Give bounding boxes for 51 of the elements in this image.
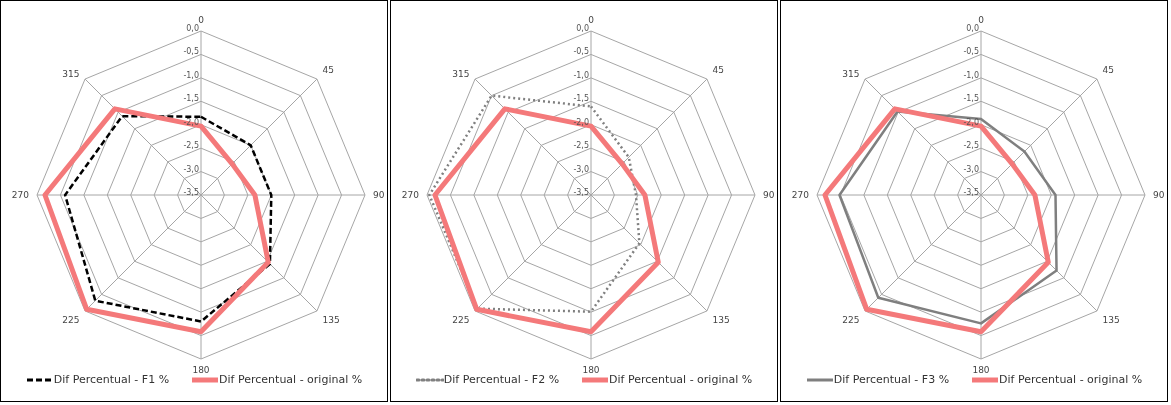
- spoke-label: 45: [322, 65, 335, 76]
- y-tick-label: 0,0: [576, 24, 589, 33]
- y-tick-label: -1,5: [183, 94, 199, 104]
- y-tick-label: -3,0: [963, 164, 979, 174]
- y-tick-label: -2,5: [183, 141, 199, 151]
- spoke-label: 225: [842, 315, 860, 326]
- legend-label: Dif Percentual - F1 %: [52, 373, 170, 386]
- spoke-label: 0: [198, 15, 205, 25]
- spoke-label: 180: [192, 365, 210, 376]
- spoke-label: 180: [972, 365, 990, 376]
- legend-label: Dif Percentual - original %: [219, 373, 363, 386]
- y-tick-label: -3,5: [183, 188, 199, 197]
- y-tick-label: 0,0: [966, 24, 979, 33]
- spoke-label: 90: [1153, 190, 1165, 201]
- legend-label: Dif Percentual - original %: [609, 373, 753, 386]
- y-tick-label: -1,0: [183, 70, 199, 80]
- y-tick-label: -1,5: [573, 94, 589, 104]
- y-tick-label: -2,5: [573, 141, 589, 151]
- y-tick-label: -2,5: [963, 141, 979, 151]
- spoke-label: 270: [401, 190, 420, 201]
- y-tick-label: -0,5: [573, 47, 589, 57]
- spoke-label: 90: [763, 190, 775, 201]
- legend-label: Dif Percentual - original %: [999, 373, 1143, 386]
- y-tick-label: -1,0: [573, 70, 589, 80]
- spoke-label: 135: [712, 315, 730, 326]
- y-tick-label: -0,5: [183, 47, 199, 57]
- y-tick-label: -3,0: [573, 164, 589, 174]
- y-tick-label: -0,5: [963, 47, 979, 57]
- spoke-label: 45: [1102, 65, 1115, 76]
- spoke-label: 135: [1102, 315, 1120, 326]
- spoke-label: 90: [373, 190, 385, 201]
- y-tick-label: -1,0: [963, 70, 979, 80]
- legend-label: Dif Percentual - F3 %: [832, 373, 950, 386]
- spoke-label: 315: [452, 68, 470, 79]
- spoke-label: 270: [11, 190, 30, 201]
- y-tick-label: -3,5: [573, 188, 589, 197]
- spoke-label: 225: [62, 315, 80, 326]
- y-tick-label: -3,5: [963, 188, 979, 197]
- spoke-label: 0: [978, 15, 985, 25]
- spoke-label: 270: [791, 190, 810, 201]
- spoke-label: 45: [712, 65, 725, 76]
- y-tick-label: -3,0: [183, 164, 199, 174]
- spoke-label: 225: [452, 315, 470, 326]
- spoke-label: 135: [322, 315, 340, 326]
- y-tick-label: -1,5: [963, 94, 979, 104]
- spoke-label: 315: [62, 68, 80, 79]
- spoke-label: 315: [842, 68, 860, 79]
- spoke-label: 0: [588, 15, 595, 25]
- y-tick-label: 0,0: [186, 24, 199, 33]
- spoke-label: 180: [582, 365, 600, 376]
- legend-label: Dif Percentual - F2 %: [442, 373, 560, 386]
